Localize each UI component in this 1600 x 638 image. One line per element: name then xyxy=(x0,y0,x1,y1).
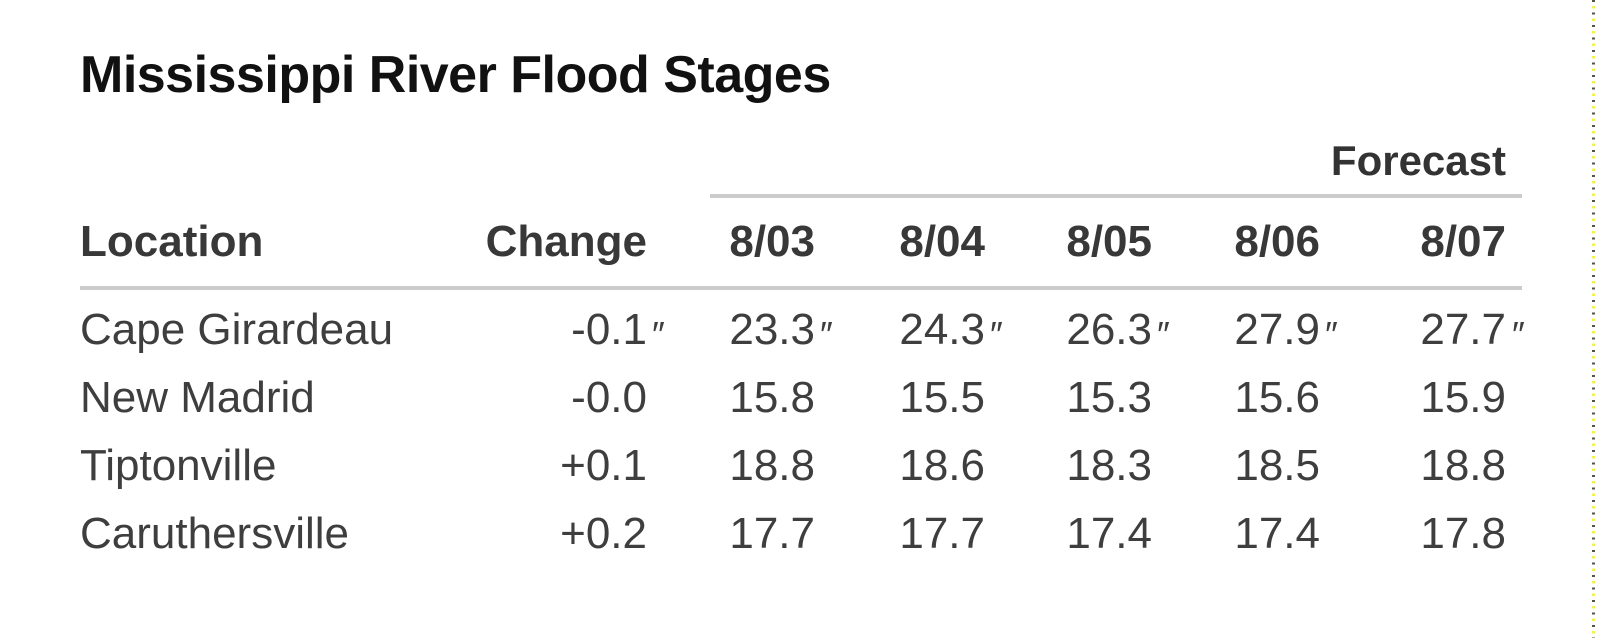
stage-value: 18.3 xyxy=(1066,441,1152,490)
column-header-location: Location xyxy=(80,217,264,266)
change-cell: +0.2 xyxy=(450,509,647,559)
stage-cell: 15.8 xyxy=(647,373,815,423)
stage-value: 15.8 xyxy=(729,373,815,422)
stage-value: 15.3 xyxy=(1066,373,1152,422)
stage-value: 17.4 xyxy=(1234,509,1320,558)
stage-cell: 15.5 xyxy=(815,373,985,423)
change-value: +0.1 xyxy=(560,441,647,490)
change-value: +0.2 xyxy=(560,509,647,558)
stage-cell: 15.6 xyxy=(1152,373,1320,423)
inches-mark: ″ xyxy=(820,314,833,355)
stage-cell: 17.4 xyxy=(985,509,1152,559)
selection-edge-marker xyxy=(1592,0,1595,638)
stage-value: 24.3 xyxy=(899,305,985,354)
table-body: Cape Girardeau -0.1 ″ 23.3 ″ 24.3 ″ 26.3 ″ 2… xyxy=(80,290,1525,568)
inches-mark: ″ xyxy=(1157,314,1170,355)
column-header-date: 8/05 xyxy=(1066,217,1152,266)
stage-cell: 18.8 xyxy=(647,441,815,491)
stage-cell: 18.3 xyxy=(985,441,1152,491)
stage-value: 18.6 xyxy=(899,441,985,490)
inches-mark: ″ xyxy=(1325,314,1338,355)
column-header-date: 8/03 xyxy=(729,217,815,266)
stage-value: 18.8 xyxy=(1420,441,1506,490)
stage-cell: 17.7 xyxy=(647,509,815,559)
change-value: -0.1 xyxy=(571,305,647,354)
inches-mark: ″ xyxy=(1512,314,1525,355)
change-cell: +0.1 xyxy=(450,441,647,491)
column-header-date: 8/06 xyxy=(1234,217,1320,266)
column-header-date: 8/07 xyxy=(1420,217,1506,266)
stage-value: 27.9 xyxy=(1234,305,1320,354)
stage-value: 17.7 xyxy=(729,509,815,558)
location-cell: New Madrid xyxy=(80,373,315,422)
column-header-change: Change xyxy=(485,217,647,266)
change-cell: -0.0 xyxy=(450,373,647,423)
forecast-rule xyxy=(710,194,1522,198)
stage-value: 17.4 xyxy=(1066,509,1152,558)
stage-value: 17.7 xyxy=(899,509,985,558)
forecast-group-header: Forecast xyxy=(1330,137,1506,184)
stage-value: 15.5 xyxy=(899,373,985,422)
stage-cell: 18.6 xyxy=(815,441,985,491)
page-title: Mississippi River Flood Stages xyxy=(80,46,831,104)
stage-cell: 17.7 xyxy=(815,509,985,559)
stage-value: 15.6 xyxy=(1234,373,1320,422)
change-cell: -0.1 ″ xyxy=(450,305,665,355)
stage-value: 23.3 xyxy=(729,305,815,354)
flood-stages-table: Forecast Location Change 8/03 8/04 8/05 … xyxy=(80,128,1525,568)
inches-mark: ″ xyxy=(990,314,1003,355)
stage-cell: 23.3 ″ xyxy=(647,305,832,355)
stage-cell: 24.3 ″ xyxy=(815,305,1002,355)
stage-value: 18.5 xyxy=(1234,441,1320,490)
column-header-date: 8/04 xyxy=(899,217,985,266)
location-cell: Cape Girardeau xyxy=(80,305,394,354)
stage-cell: 18.8 xyxy=(1320,441,1522,491)
stage-value: 18.8 xyxy=(729,441,815,490)
change-value: -0.0 xyxy=(571,373,647,422)
table-row: Caruthersville +0.2 17.7 17.7 17.4 17.4 … xyxy=(80,500,1522,568)
stage-cell: 27.7 ″ xyxy=(1320,305,1525,355)
stage-cell: 17.4 xyxy=(1152,509,1320,559)
stage-cell: 27.9 ″ xyxy=(1152,305,1337,355)
table-row: New Madrid -0.0 15.8 15.5 15.3 15.6 15.9 xyxy=(80,364,1522,432)
stage-value: 26.3 xyxy=(1066,305,1152,354)
stage-cell: 15.9 xyxy=(1320,373,1522,423)
inches-mark: ″ xyxy=(652,314,665,355)
table-header-row: Location Change 8/03 8/04 8/05 8/06 8/07 xyxy=(80,198,1522,290)
stage-cell: 17.8 xyxy=(1320,509,1522,559)
location-cell: Caruthersville xyxy=(80,509,349,558)
stage-cell: 15.3 xyxy=(985,373,1152,423)
location-cell: Tiptonville xyxy=(80,441,277,490)
stage-cell: 18.5 xyxy=(1152,441,1320,491)
stage-value: 27.7 xyxy=(1420,305,1506,354)
table-row: Cape Girardeau -0.1 ″ 23.3 ″ 24.3 ″ 26.3 ″ 2… xyxy=(80,296,1525,364)
stage-value: 15.9 xyxy=(1420,373,1506,422)
stage-cell: 26.3 ″ xyxy=(985,305,1169,355)
table-row: Tiptonville +0.1 18.8 18.6 18.3 18.5 18.… xyxy=(80,432,1522,500)
stage-value: 17.8 xyxy=(1420,509,1506,558)
